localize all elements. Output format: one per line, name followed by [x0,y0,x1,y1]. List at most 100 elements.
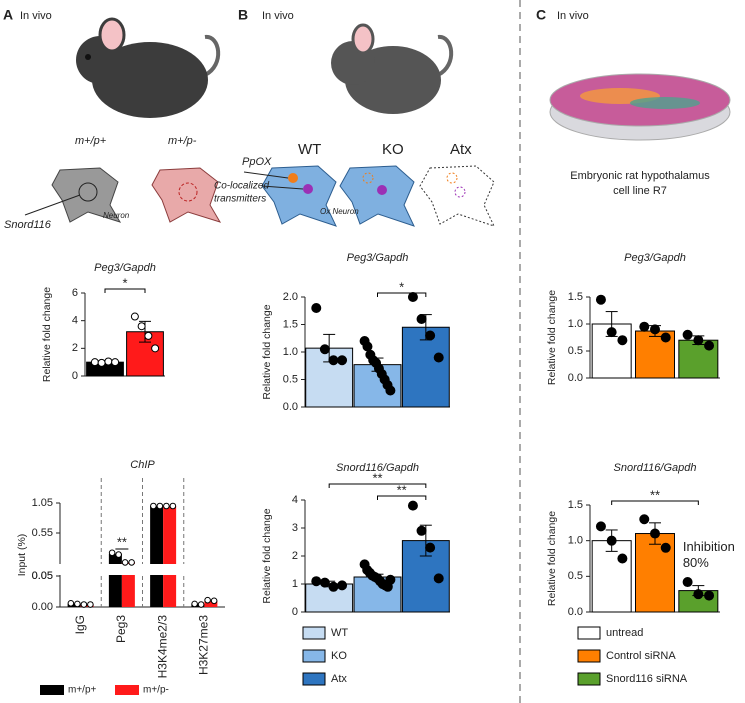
nucleus [78,182,98,202]
panel-label: A [3,7,13,23]
genotype-label: Atx [450,141,472,158]
data-point [595,294,606,305]
data-point [191,600,198,608]
y-axis-label: Relative fold change [41,287,53,382]
significance-label: * [399,279,404,294]
significance-label: ** [650,487,660,502]
significance-bracket [377,495,427,500]
cell-line-caption: cell line R7 [613,185,667,197]
y-tick-label: 0.05 [32,570,53,582]
x-tick-label: H3K27me3 [197,615,211,675]
cell-label: Ox Neuron [320,207,359,216]
y-tick-label: 0.0 [283,401,298,413]
data-point [362,341,373,352]
data-point [144,331,153,340]
significance-label: * [122,275,127,290]
y-tick-label: 0.5 [283,373,298,385]
chart-title: Peg3/Gapdh [347,252,409,264]
data-point [67,599,75,607]
data-point [311,303,322,313]
data-point [639,321,650,332]
annotation: 80% [683,555,709,570]
transmitter-dot [377,185,387,195]
gene-label: Snord116 [4,219,52,231]
data-point [595,521,606,532]
data-point [682,577,693,588]
data-point [328,355,339,366]
data-point [97,358,106,367]
ppox-dot [288,173,298,183]
data-point [337,355,348,366]
panel-caption: In vivo [20,10,52,22]
y-tick-label: 4 [292,494,298,506]
data-point [111,358,120,367]
data-point [337,580,348,591]
data-point [650,528,660,539]
neuron [51,167,122,223]
cell-line-caption: Embryonic rat hypothalamus [570,170,710,182]
mouse-illustration [76,17,221,118]
y-axis-label: Relative fold change [546,511,558,606]
genotype-label: m+/p+ [75,135,107,147]
data-point [197,601,205,608]
marker-label: PpOX [242,156,272,168]
chart-title: Peg3/Gapdh [624,252,686,264]
data-point [311,576,322,587]
y-tick-label: 1.0 [568,535,583,547]
legend-swatch [302,626,326,640]
y-tick-label: 0 [72,370,78,382]
x-tick-label: Peg3 [114,615,128,643]
legend-label: WT [331,627,348,639]
legend-swatch [40,685,64,695]
y-tick-label: 0.0 [568,372,583,384]
y-tick-label: 0.5 [568,345,583,357]
data-point [416,314,427,324]
data-point [115,551,122,558]
data-point [407,500,418,511]
legend-swatch [577,626,601,640]
y-tick-label: 1.05 [32,497,53,509]
arrow [24,194,81,216]
y-tick-label: 0 [292,606,298,618]
bar [67,603,81,607]
legend-swatch [577,649,601,663]
y-axis-label: Input (%) [16,534,28,577]
bar [163,506,177,607]
arrow [261,185,304,190]
legend-label: m+/p- [143,685,169,696]
data-point [319,344,330,355]
data-point [319,577,330,588]
arrow [243,171,289,179]
panel-caption: In vivo [262,10,294,22]
genotype-label: KO [382,141,404,158]
y-tick-label: 1.0 [283,346,298,358]
culture-dish [549,73,731,141]
legend-swatch [577,672,601,686]
y-tick-label: 0.55 [32,527,53,539]
transmitter-label: Co-localized [214,181,269,192]
mouse-illustration [331,23,454,114]
significance-label: ** [372,470,382,485]
data-point [108,549,116,557]
chart-title: Peg3/Gapdh [94,262,156,274]
genotype-label: m+/p- [168,135,197,147]
data-point [693,589,704,600]
y-tick-label: 0.00 [32,601,53,613]
legend-label: Snord116 siRNA [606,673,688,685]
bar [191,603,205,607]
chart-title: Snord116/Gapdh [614,462,697,474]
data-point [650,324,660,335]
y-tick-label: 1.5 [283,318,298,330]
bar [204,600,218,607]
y-tick-label: 6 [72,287,78,299]
bar [108,554,122,607]
data-point [416,525,427,536]
data-point [385,574,396,585]
y-axis-label: Relative fold change [261,508,273,603]
legend-swatch [302,672,326,686]
bar [80,604,94,607]
significance-bracket [328,483,427,488]
bar [591,540,632,613]
chart-title: Snord116/Gapdh [336,462,419,474]
